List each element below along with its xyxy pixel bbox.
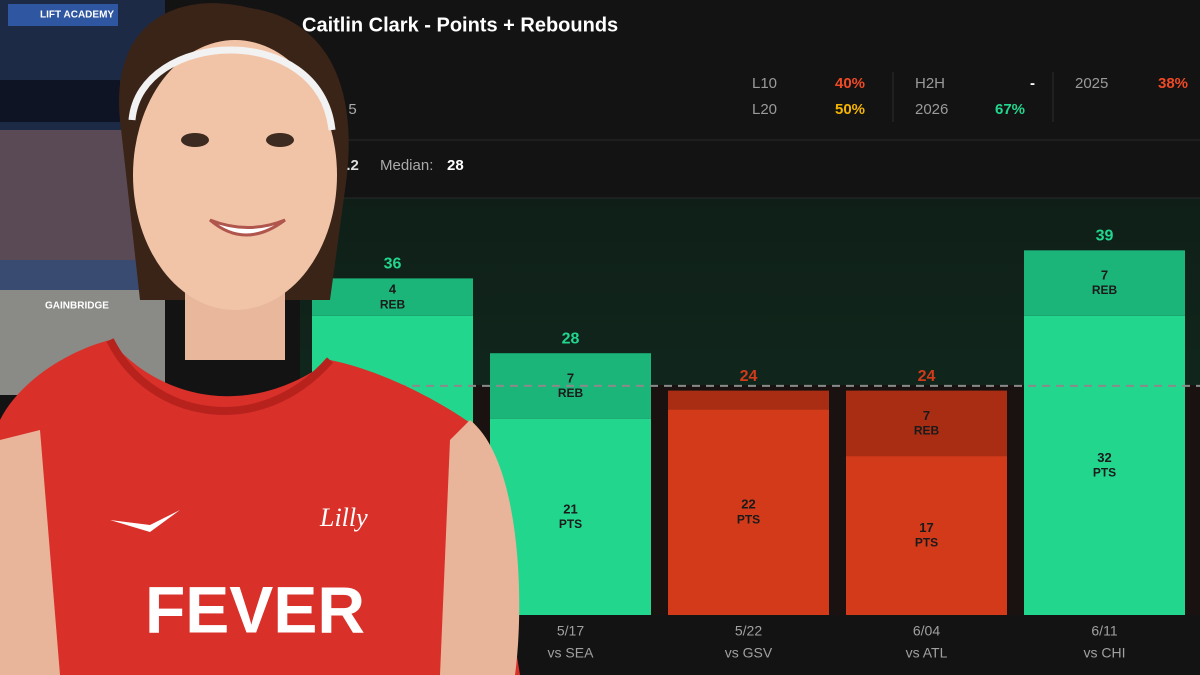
- median-value: 28: [447, 157, 464, 174]
- stat-label: H2H: [915, 75, 945, 92]
- segment-name: PTS: [559, 517, 582, 531]
- arm: [440, 420, 520, 675]
- segment-name: PTS: [1093, 466, 1116, 480]
- bar-segment: [668, 390, 829, 410]
- jersey: [0, 340, 520, 675]
- total-label: 24: [740, 368, 758, 385]
- x-tick-sublabel: vs SEA: [548, 645, 595, 661]
- sponsor: Lilly: [319, 503, 368, 532]
- headband: [128, 46, 336, 131]
- jersey-text: FEVER: [145, 572, 365, 646]
- x-tick-label: 6/04: [913, 623, 940, 639]
- segment-name: PTS: [915, 536, 938, 550]
- stat-value: 67%: [995, 101, 1025, 118]
- chart-title: Caitlin Clark - Points + Rebounds: [302, 14, 618, 36]
- scoreboard: [0, 80, 120, 122]
- x-tick-sublabel: vs CHI: [1084, 645, 1126, 661]
- total-label: 24: [918, 368, 936, 385]
- court-ad: GAINBRIDGE: [45, 301, 109, 312]
- segment-value: 7: [923, 408, 930, 423]
- bar-segment: [1024, 315, 1185, 615]
- x-tick-sublabel: vs GSV: [725, 645, 773, 661]
- total-label: 36: [384, 256, 402, 273]
- eye: [181, 133, 209, 147]
- segment-name: REB: [1092, 283, 1118, 297]
- bar-segment: [846, 456, 1007, 615]
- total-label: 39: [1096, 228, 1114, 245]
- stat-value: 38%: [1158, 75, 1188, 92]
- collar: [106, 338, 334, 415]
- stat-value: 40%: [835, 75, 865, 92]
- stat-label: 2025: [1075, 75, 1108, 92]
- segment-name: REB: [380, 297, 406, 311]
- face: [133, 40, 337, 310]
- x-tick-label: 5/17: [557, 623, 584, 639]
- segment-value: 21: [563, 501, 577, 516]
- x-tick-label: 5/22: [735, 623, 762, 639]
- arm: [0, 430, 60, 675]
- bar-segment: [668, 409, 829, 615]
- median-label: Median:: [380, 157, 433, 174]
- eye: [266, 133, 294, 147]
- segment-value: 22: [741, 497, 755, 512]
- segment-name: REB: [558, 386, 584, 400]
- x-tick-sublabel: vs ATL: [906, 645, 948, 661]
- bar-segment: [846, 390, 1007, 457]
- stat-label: L10: [752, 75, 777, 92]
- smile: [209, 218, 286, 237]
- total-label: 28: [562, 330, 580, 347]
- segment-name: PTS: [737, 512, 760, 526]
- player-photo: LIFT ACADEMY GAINBRIDGE Lilly FEVER: [0, 0, 520, 675]
- banner: [8, 4, 118, 26]
- stat-value: 50%: [835, 101, 865, 118]
- stat-label: 2026: [915, 101, 948, 118]
- segment-value: 32: [1097, 450, 1111, 465]
- x-tick-label: 6/11: [1091, 623, 1117, 639]
- stat-value: -: [1030, 75, 1035, 92]
- segment-value: 7: [1101, 268, 1108, 283]
- segment-value: 7: [567, 370, 574, 385]
- segment-value: 17: [919, 520, 933, 535]
- segment-value: 4: [389, 282, 397, 297]
- bar-segment: [312, 278, 473, 316]
- stat-label: L20: [752, 101, 777, 118]
- segment-name: REB: [914, 423, 940, 437]
- bar-segment: [1024, 250, 1185, 316]
- banner-text: LIFT ACADEMY: [40, 10, 114, 21]
- logo: [110, 510, 180, 532]
